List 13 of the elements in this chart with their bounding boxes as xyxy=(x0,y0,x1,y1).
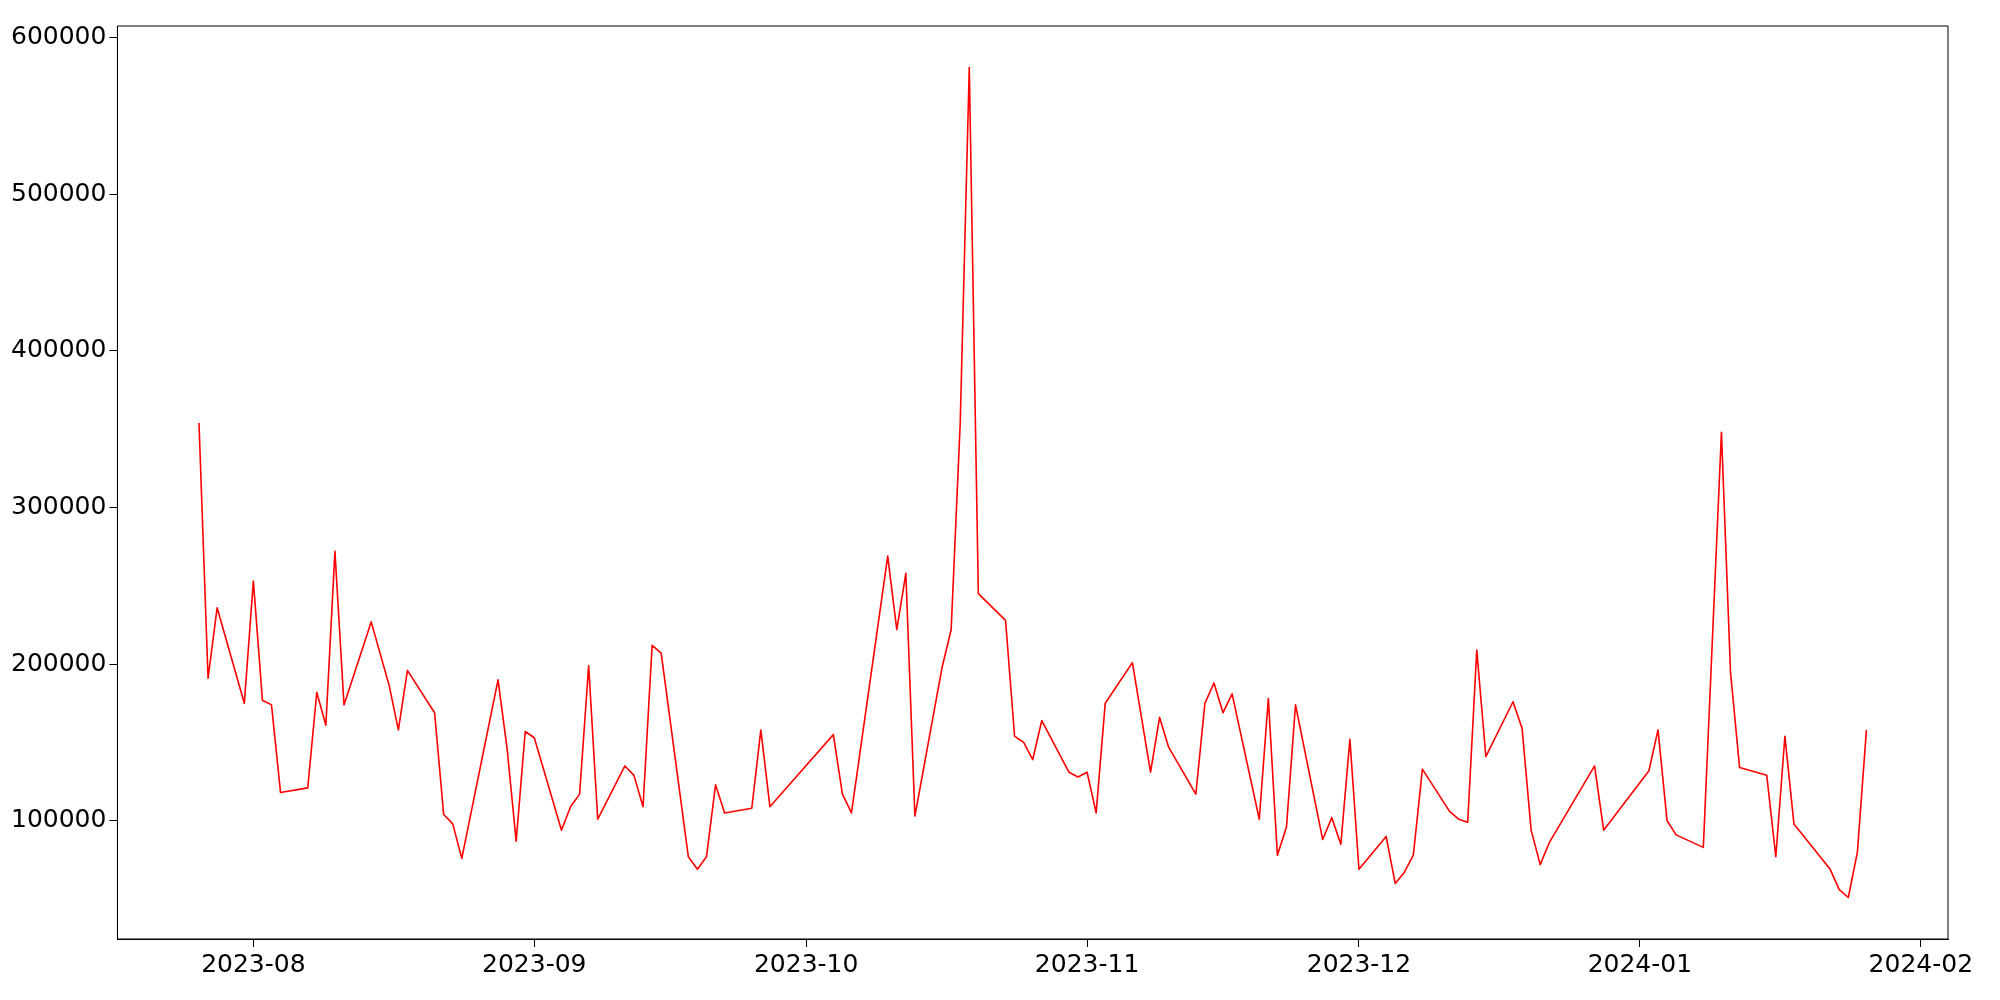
x-tick-label: 2023-08 xyxy=(201,948,306,978)
x-tick-label: 2023-09 xyxy=(482,948,587,978)
y-tick-label: 300000 xyxy=(11,491,107,521)
x-tick-label: 2023-11 xyxy=(1034,948,1140,978)
y-tick-label: 400000 xyxy=(11,334,107,364)
x-tick-label: 2024-01 xyxy=(1587,948,1693,978)
x-tick-label: 2024-02 xyxy=(1868,948,1974,978)
x-tick-label: 2023-12 xyxy=(1306,948,1412,978)
y-tick-label: 500000 xyxy=(11,177,107,207)
y-tick-label: 100000 xyxy=(11,804,107,834)
y-tick-label: 200000 xyxy=(11,647,107,677)
x-tick-label: 2023-10 xyxy=(753,948,859,978)
y-tick-label: 600000 xyxy=(11,21,107,51)
